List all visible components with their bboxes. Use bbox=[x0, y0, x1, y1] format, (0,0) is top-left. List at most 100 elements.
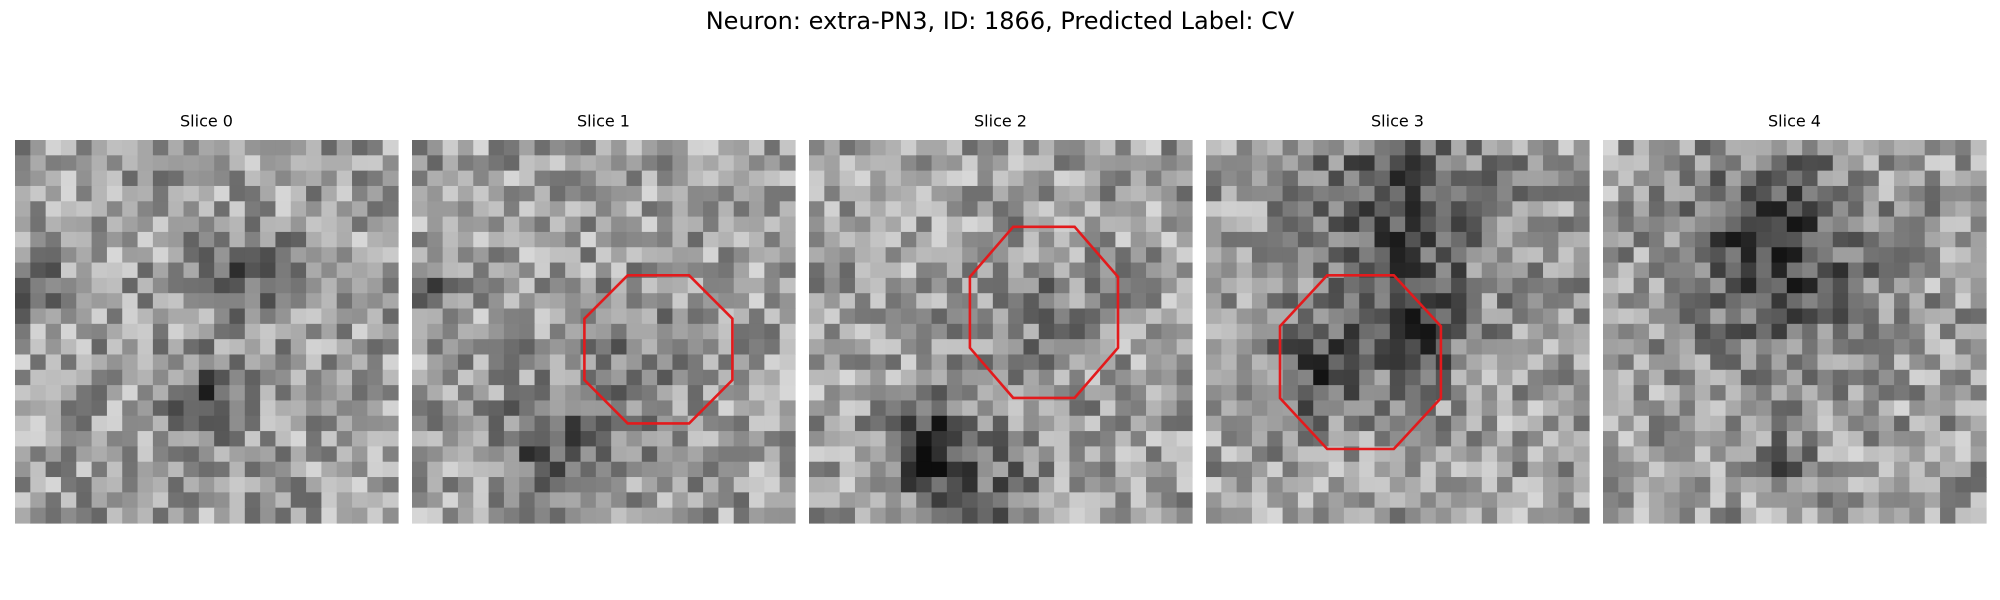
pixel bbox=[916, 369, 933, 386]
pixel bbox=[1130, 277, 1147, 294]
pixel bbox=[15, 354, 31, 371]
pixel bbox=[1633, 247, 1650, 264]
pixel bbox=[1328, 477, 1345, 493]
pixel bbox=[1251, 369, 1268, 386]
pixel bbox=[1543, 293, 1559, 310]
pixel bbox=[626, 446, 643, 463]
pixel bbox=[1527, 415, 1544, 432]
pixel bbox=[1389, 247, 1406, 264]
pixel bbox=[488, 354, 505, 371]
pixel bbox=[962, 155, 979, 172]
pixel bbox=[641, 247, 658, 264]
pixel bbox=[137, 415, 154, 432]
pixel bbox=[60, 323, 77, 340]
pixel bbox=[1054, 477, 1071, 493]
pixel bbox=[931, 385, 948, 402]
pixel bbox=[336, 385, 353, 402]
pixel bbox=[1558, 507, 1575, 524]
pixel bbox=[76, 216, 93, 233]
pixel bbox=[91, 185, 108, 202]
pixel bbox=[503, 431, 520, 447]
pixel bbox=[1466, 369, 1483, 386]
pixel bbox=[275, 431, 292, 447]
pixel bbox=[1054, 354, 1071, 371]
pixel bbox=[1633, 507, 1650, 524]
pixel bbox=[549, 247, 566, 264]
pixel bbox=[1648, 155, 1665, 172]
pixel bbox=[580, 461, 597, 478]
pixel bbox=[1328, 140, 1345, 156]
pixel bbox=[672, 446, 689, 463]
pixel bbox=[1008, 431, 1025, 447]
pixel bbox=[214, 216, 231, 233]
pixel bbox=[473, 185, 490, 202]
pixel bbox=[1527, 277, 1544, 294]
pixel bbox=[1451, 431, 1468, 447]
pixel bbox=[870, 293, 887, 310]
pixel bbox=[1802, 170, 1819, 187]
pixel bbox=[321, 400, 338, 417]
pixel bbox=[336, 185, 353, 202]
pixel bbox=[1924, 446, 1941, 463]
pixel bbox=[168, 477, 185, 493]
pixel bbox=[198, 308, 215, 325]
pixel bbox=[1573, 354, 1590, 371]
pixel bbox=[198, 247, 215, 264]
pixel bbox=[931, 185, 948, 202]
pixel bbox=[1451, 293, 1468, 310]
pixel bbox=[672, 354, 689, 371]
pixel bbox=[1282, 216, 1299, 233]
pixel bbox=[1543, 277, 1559, 294]
pixel bbox=[1664, 507, 1681, 524]
pixel bbox=[442, 308, 459, 325]
pixel bbox=[1389, 400, 1406, 417]
pixel bbox=[1694, 477, 1711, 493]
pixel bbox=[412, 446, 428, 463]
pixel bbox=[290, 155, 307, 172]
pixel bbox=[244, 277, 261, 294]
pixel bbox=[382, 415, 399, 432]
pixel bbox=[1236, 323, 1253, 340]
pixel bbox=[946, 293, 963, 310]
pixel bbox=[839, 400, 856, 417]
pixel bbox=[854, 308, 871, 325]
pixel bbox=[687, 277, 704, 294]
pixel bbox=[1100, 201, 1116, 218]
pixel bbox=[412, 385, 428, 402]
pixel bbox=[1817, 293, 1834, 310]
pixel bbox=[1512, 339, 1529, 356]
pixel bbox=[1405, 354, 1422, 371]
pixel bbox=[244, 216, 261, 233]
pixel bbox=[1435, 415, 1452, 432]
pixel bbox=[1313, 385, 1330, 402]
pixel bbox=[992, 262, 1009, 279]
pixel bbox=[1648, 369, 1665, 386]
pixel bbox=[641, 277, 658, 294]
pixel bbox=[749, 155, 765, 172]
pixel bbox=[1466, 247, 1483, 264]
pixel bbox=[60, 140, 77, 156]
pixel bbox=[1725, 446, 1742, 463]
pixel bbox=[503, 216, 520, 233]
pixel bbox=[183, 323, 200, 340]
pixel bbox=[168, 277, 185, 294]
pixel bbox=[900, 492, 917, 509]
pixel bbox=[687, 354, 704, 371]
pixel bbox=[1618, 247, 1635, 264]
pixel bbox=[1161, 231, 1178, 248]
pixel bbox=[229, 262, 246, 279]
pixel bbox=[1955, 201, 1972, 218]
pixel bbox=[1008, 201, 1025, 218]
slice-title: Slice 1 bbox=[577, 112, 630, 131]
pixel bbox=[1543, 140, 1559, 156]
pixel bbox=[168, 446, 185, 463]
pixel bbox=[442, 385, 459, 402]
pixel bbox=[854, 339, 871, 356]
pixel bbox=[1100, 140, 1116, 156]
pixel bbox=[1221, 477, 1238, 493]
pixel bbox=[321, 262, 338, 279]
pixel bbox=[1038, 170, 1055, 187]
pixel bbox=[1970, 323, 1987, 340]
pixel bbox=[45, 231, 62, 248]
pixel bbox=[275, 231, 292, 248]
